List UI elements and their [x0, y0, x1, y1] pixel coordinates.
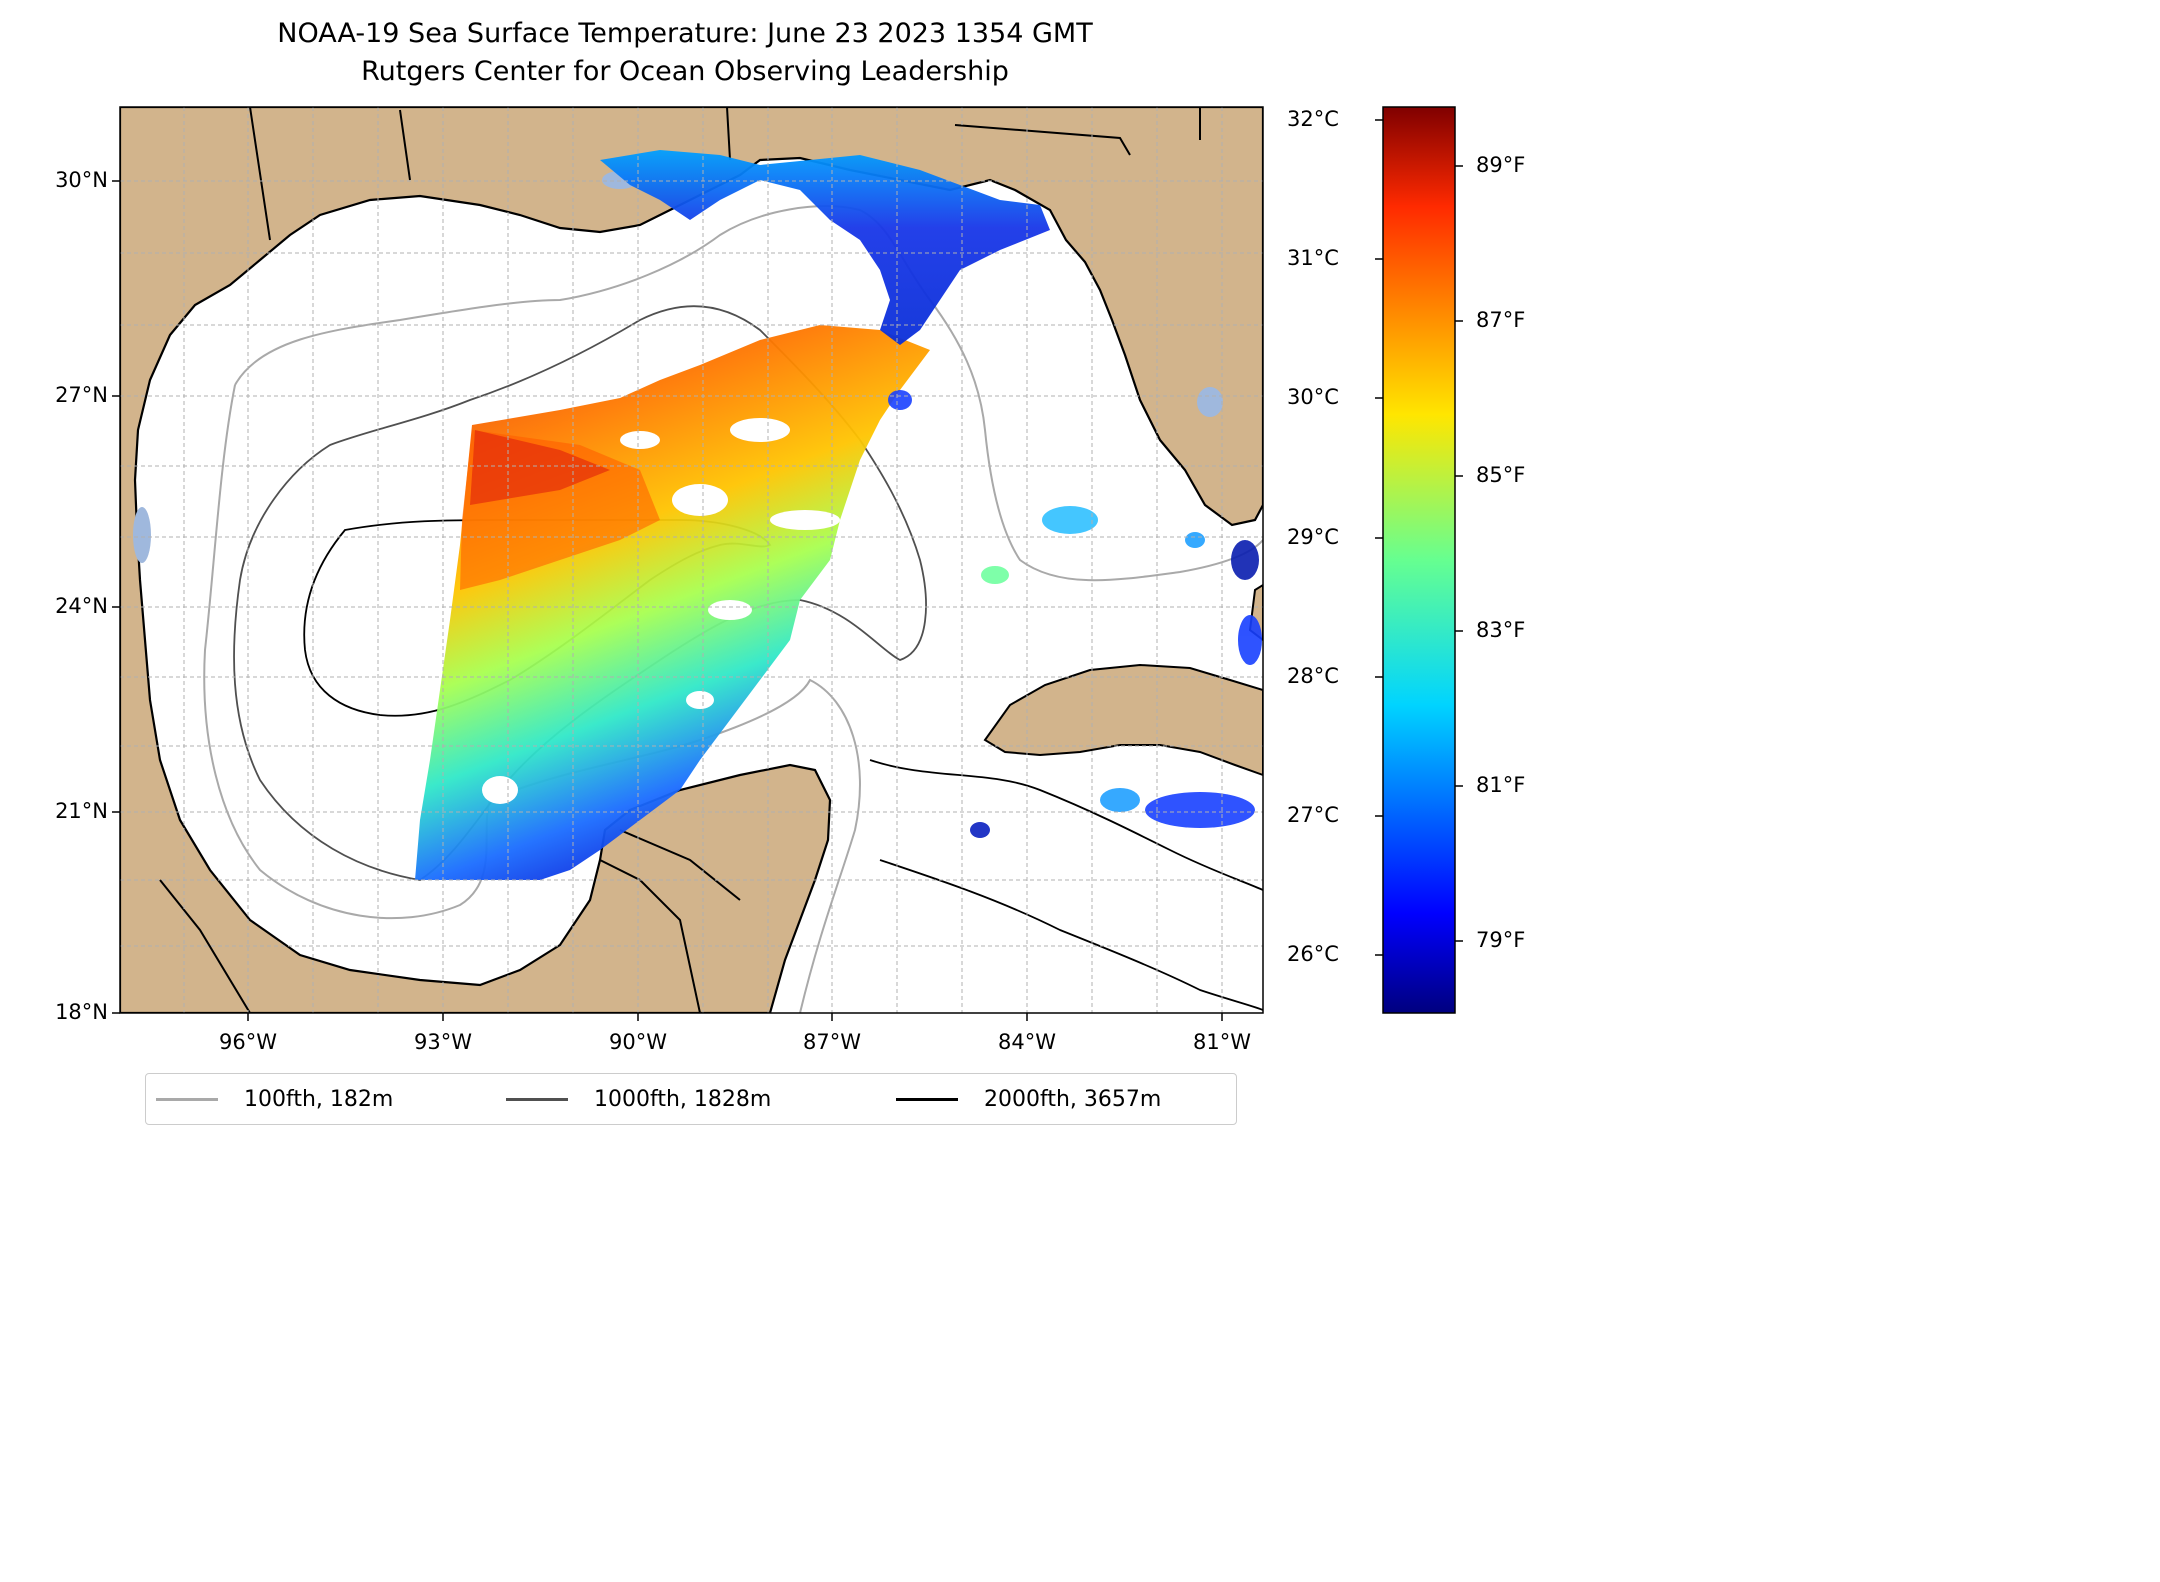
- cloud-gaps: [482, 418, 840, 804]
- lon-label-87: 87°W: [803, 1030, 861, 1054]
- legend-item-100fth: 100fth, 182m: [156, 1074, 393, 1124]
- lat-label-30: 30°N: [55, 168, 108, 192]
- lon-label-93: 93°W: [414, 1030, 472, 1054]
- land-cuba: [983, 663, 1263, 777]
- lat-label-24: 24°N: [55, 594, 108, 618]
- legend-label-1000fth: 1000fth, 1828m: [594, 1086, 772, 1112]
- sst-northern-strip: [600, 150, 1050, 345]
- gridlines: [120, 107, 1263, 1013]
- axis-ticks: [112, 180, 1223, 1021]
- colorbar-c-26: 26°C: [1287, 942, 1339, 966]
- sst-hot-core: [470, 430, 610, 505]
- legend-swatch-1000fth: [506, 1097, 568, 1101]
- colorbar-c-32: 32°C: [1287, 107, 1339, 131]
- lake-laguna-madre: [133, 507, 151, 563]
- colorbar-f-79: 79°F: [1476, 928, 1526, 952]
- colorbar-c-29: 29°C: [1287, 525, 1339, 549]
- colorbar-c-30: 30°C: [1287, 385, 1339, 409]
- colorbar-f-85: 85°F: [1476, 463, 1526, 487]
- sst-scattered-patches: [888, 390, 1262, 838]
- legend-item-1000fth: 1000fth, 1828m: [506, 1074, 771, 1124]
- legend-swatch-100fth: [156, 1097, 218, 1101]
- colorbar-c-27: 27°C: [1287, 803, 1339, 827]
- lake-okeechobee: [1197, 387, 1223, 417]
- lat-label-21: 21°N: [55, 799, 108, 823]
- contour-legend: 100fth, 182m 1000fth, 1828m 2000fth, 365…: [145, 1073, 1237, 1125]
- lon-label-81: 81°W: [1193, 1030, 1251, 1054]
- map-frame: [119, 106, 1264, 1014]
- colorbar-f-87: 87°F: [1476, 308, 1526, 332]
- sst-map: [112, 106, 1463, 1021]
- lon-label-84: 84°W: [998, 1030, 1056, 1054]
- lat-label-18: 18°N: [55, 1000, 108, 1024]
- colorbar-c-31: 31°C: [1287, 246, 1339, 270]
- legend-item-2000fth: 2000fth, 3657m: [896, 1074, 1161, 1124]
- legend-label-100fth: 100fth, 182m: [244, 1086, 394, 1112]
- lat-label-27: 27°N: [55, 383, 108, 407]
- title-line-1: NOAA-19 Sea Surface Temperature: June 23…: [277, 18, 1093, 49]
- colorbar-ticks: [1375, 119, 1463, 956]
- colorbar-c-28: 28°C: [1287, 664, 1339, 688]
- border-lines: [159, 107, 1201, 1013]
- colorbar-f-89: 89°F: [1476, 153, 1526, 177]
- colorbar-f-81: 81°F: [1476, 773, 1526, 797]
- colorbar-f-83: 83°F: [1476, 618, 1526, 642]
- lon-label-90: 90°W: [609, 1030, 667, 1054]
- colorbar: [1382, 106, 1456, 1014]
- legend-label-2000fth: 2000fth, 3657m: [984, 1086, 1162, 1112]
- lon-label-96: 96°W: [219, 1030, 277, 1054]
- legend-swatch-2000fth: [896, 1097, 958, 1101]
- title-line-2: Rutgers Center for Ocean Observing Leade…: [361, 56, 1009, 87]
